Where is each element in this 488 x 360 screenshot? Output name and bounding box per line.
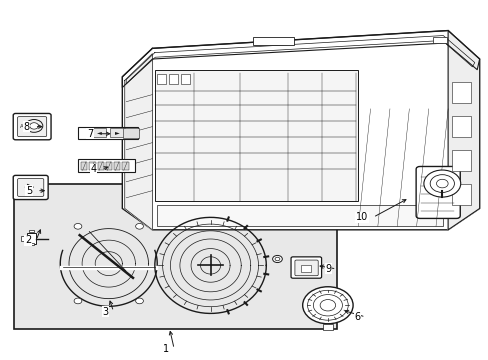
Bar bbox=[27, 233, 36, 244]
Circle shape bbox=[274, 257, 279, 261]
Circle shape bbox=[302, 287, 352, 324]
FancyBboxPatch shape bbox=[18, 179, 44, 196]
Circle shape bbox=[423, 170, 460, 197]
Circle shape bbox=[307, 290, 347, 320]
Bar bbox=[323, 324, 332, 330]
Circle shape bbox=[74, 298, 81, 304]
Bar bbox=[81, 162, 87, 170]
Text: ►: ► bbox=[115, 130, 120, 135]
Text: A: A bbox=[20, 124, 23, 129]
Bar bbox=[451, 150, 470, 171]
Bar bbox=[89, 162, 96, 170]
Bar bbox=[157, 205, 443, 226]
FancyBboxPatch shape bbox=[415, 166, 459, 219]
Bar bbox=[123, 129, 139, 138]
Text: 8: 8 bbox=[23, 122, 30, 132]
FancyBboxPatch shape bbox=[13, 175, 48, 199]
Bar bbox=[451, 184, 470, 205]
Bar bbox=[29, 243, 34, 246]
FancyBboxPatch shape bbox=[290, 257, 321, 278]
Text: 6: 6 bbox=[354, 312, 360, 322]
Text: 4: 4 bbox=[90, 164, 97, 174]
Circle shape bbox=[313, 294, 342, 316]
Bar bbox=[155, 70, 358, 201]
FancyBboxPatch shape bbox=[294, 260, 318, 276]
Bar bbox=[29, 230, 34, 232]
Circle shape bbox=[320, 300, 335, 311]
Circle shape bbox=[429, 175, 453, 193]
Bar bbox=[451, 82, 470, 103]
Circle shape bbox=[436, 179, 447, 188]
Bar bbox=[20, 236, 26, 241]
FancyBboxPatch shape bbox=[18, 117, 46, 136]
Bar bbox=[14, 184, 336, 329]
Text: 9: 9 bbox=[325, 264, 331, 274]
Bar bbox=[157, 74, 165, 84]
Circle shape bbox=[30, 123, 39, 129]
Circle shape bbox=[74, 224, 81, 229]
Text: ◄: ◄ bbox=[97, 130, 101, 135]
Text: 1: 1 bbox=[163, 344, 169, 354]
Bar bbox=[114, 162, 120, 170]
Bar bbox=[301, 265, 310, 272]
Bar bbox=[181, 74, 190, 84]
Text: 5: 5 bbox=[26, 186, 32, 196]
Polygon shape bbox=[122, 31, 479, 87]
Bar bbox=[92, 129, 106, 137]
Text: 7: 7 bbox=[87, 129, 93, 139]
Text: 3: 3 bbox=[102, 307, 108, 317]
Bar bbox=[110, 129, 124, 137]
Bar bbox=[122, 162, 128, 170]
FancyBboxPatch shape bbox=[13, 113, 51, 140]
Bar bbox=[432, 37, 446, 43]
Circle shape bbox=[25, 120, 43, 132]
FancyBboxPatch shape bbox=[78, 127, 138, 139]
Polygon shape bbox=[124, 54, 152, 230]
Bar bbox=[98, 162, 103, 170]
Polygon shape bbox=[122, 31, 479, 230]
Text: 10: 10 bbox=[355, 212, 367, 222]
Polygon shape bbox=[447, 31, 479, 230]
Text: 2: 2 bbox=[25, 235, 31, 246]
Circle shape bbox=[272, 256, 282, 262]
Circle shape bbox=[135, 224, 143, 229]
Bar bbox=[451, 116, 470, 137]
FancyBboxPatch shape bbox=[78, 159, 135, 172]
Bar bbox=[169, 74, 178, 84]
Circle shape bbox=[135, 298, 143, 304]
FancyBboxPatch shape bbox=[252, 37, 294, 45]
Bar bbox=[105, 162, 112, 170]
